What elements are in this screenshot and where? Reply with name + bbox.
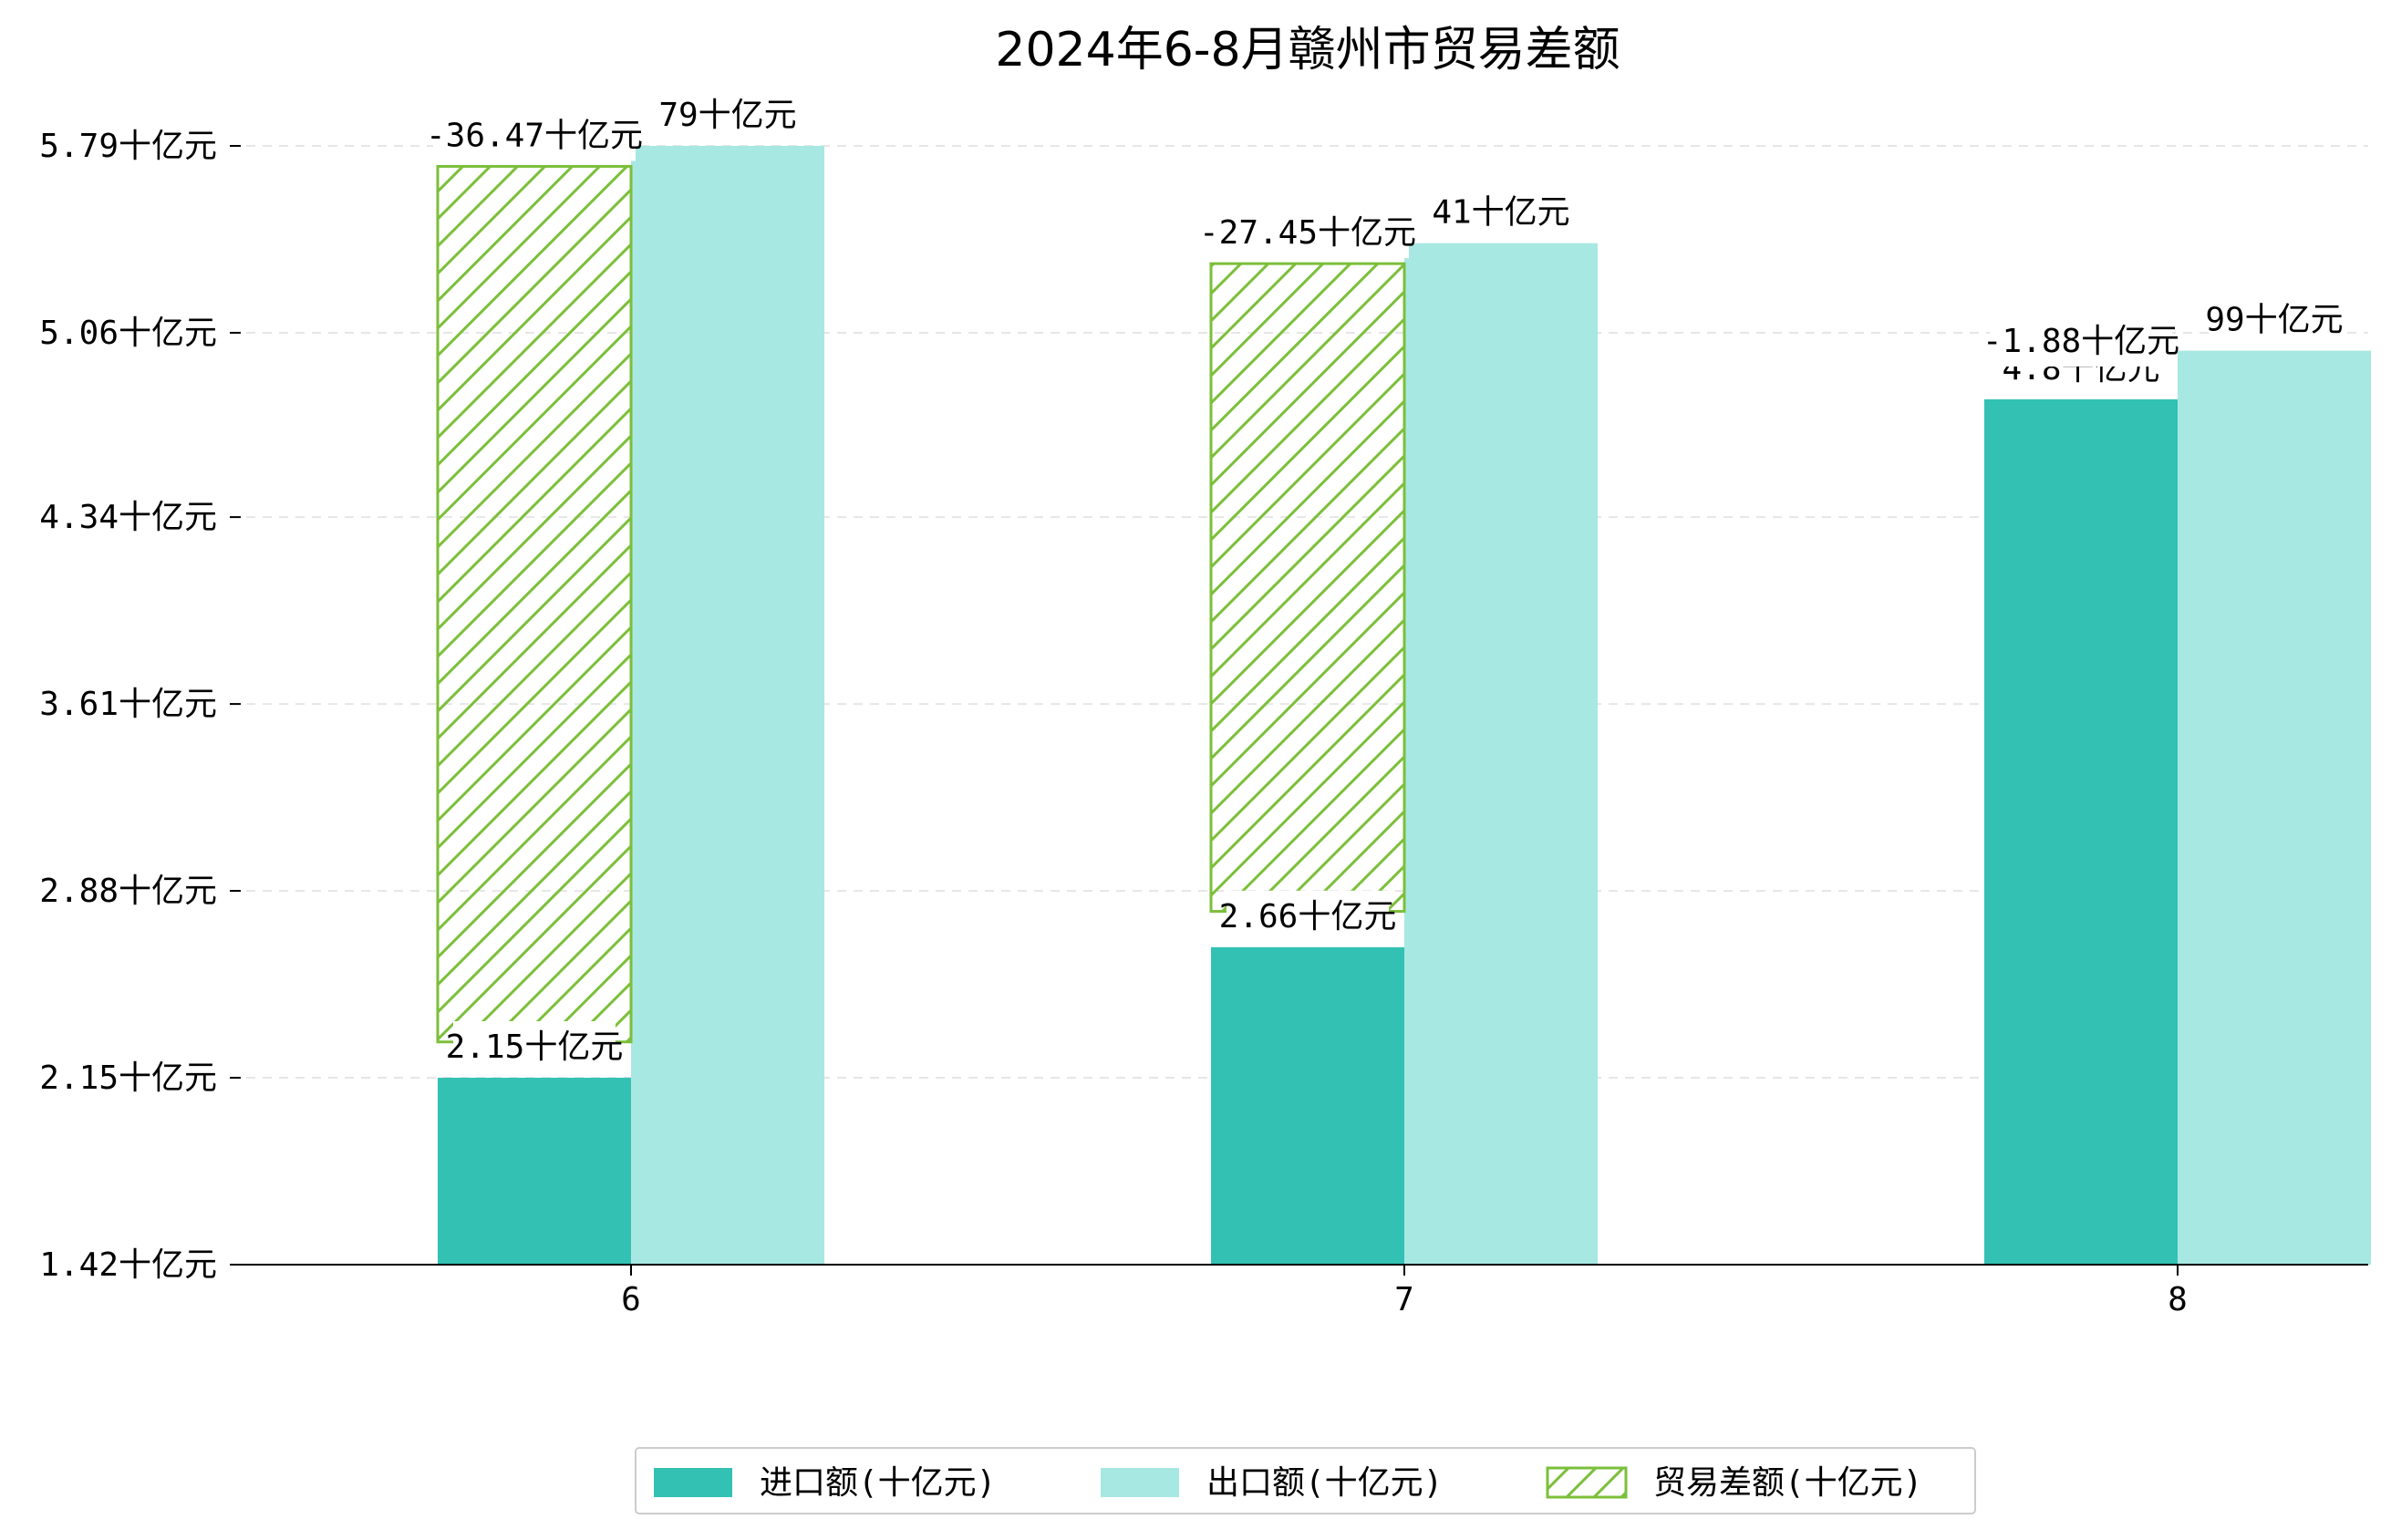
y-tick-label: 1.42十亿元 xyxy=(39,1246,217,1284)
import-label-group: 2.15十亿元 xyxy=(446,1021,624,1073)
legend: 进口额(十亿元) 出口额(十亿元) 贸易差额(十亿元) xyxy=(635,1447,1976,1514)
balance-label-bg xyxy=(433,109,636,161)
y-tick-label: 5.79十亿元 xyxy=(39,128,217,165)
data-labels: 2.15十亿元 -36.47十亿元 79十亿元 2.66十亿元 -27.45十亿元 41十… xyxy=(426,89,2344,1073)
y-tick-label: 2.88十亿元 xyxy=(39,873,217,910)
y-tick-label: 3.61十亿元 xyxy=(39,686,217,723)
legend-swatch-balance xyxy=(1546,1466,1628,1499)
import-label-bg xyxy=(453,1021,616,1073)
import-bar xyxy=(438,1078,631,1265)
export-label-bg xyxy=(1440,186,1562,238)
y-tick-label: 2.15十亿元 xyxy=(39,1059,217,1097)
balance-label-group: -36.47十亿元 xyxy=(426,109,643,161)
export-bar xyxy=(631,146,824,1265)
legend-swatch-export xyxy=(1101,1468,1179,1497)
import-label: 2.66十亿元 xyxy=(1219,898,1397,935)
export-label-bg xyxy=(667,89,789,140)
balance-bar xyxy=(436,164,633,1044)
axes: 5.79十亿元 5.06十亿元 4.34十亿元 3.61十亿元 2.88十亿元 2.15十… xyxy=(39,128,2368,1318)
legend-label-export: 出口额(十亿元) xyxy=(1206,1464,1443,1502)
x-tick-label: 6 xyxy=(621,1281,641,1318)
legend-label-balance: 贸易差额(十亿元) xyxy=(1653,1464,1922,1502)
balance-label: -36.47十亿元 xyxy=(426,117,643,154)
x-tick-label: 7 xyxy=(1394,1281,1414,1318)
y-tick-label: 4.34十亿元 xyxy=(39,499,217,536)
balance-label-group: -27.45十亿元 xyxy=(1199,207,1416,259)
bars xyxy=(436,146,2371,1266)
balance-label-group: -1.88十亿元 xyxy=(1982,315,2179,367)
export-label: 99十亿元 xyxy=(2205,302,2343,339)
balance-label: -1.88十亿元 xyxy=(1982,323,2179,360)
y-tick-label: 5.06十亿元 xyxy=(39,315,217,352)
import-bar xyxy=(1984,398,2178,1266)
export-label-group: 99十亿元 xyxy=(2205,294,2344,346)
chart-title: 2024年6-8月赣州市贸易差额 xyxy=(995,23,1620,78)
balance-label-bg xyxy=(1990,315,2172,367)
export-label: 79十亿元 xyxy=(658,97,796,134)
x-tick-label: 8 xyxy=(2168,1281,2188,1318)
export-label-group: 79十亿元 xyxy=(658,89,797,140)
import-label-bg xyxy=(1227,890,1389,942)
legend-swatch-import xyxy=(654,1468,732,1497)
import-label: 2.15十亿元 xyxy=(446,1028,624,1066)
export-bar xyxy=(1404,243,1598,1265)
export-bar xyxy=(2178,350,2371,1265)
export-label-bg xyxy=(2213,294,2335,346)
import-label-group: 2.66十亿元 xyxy=(1219,890,1397,942)
balance-label: -27.45十亿元 xyxy=(1199,214,1416,252)
export-label: 41十亿元 xyxy=(1432,194,1569,232)
balance-label-bg xyxy=(1206,207,1409,259)
import-bar xyxy=(1211,946,1404,1265)
legend-label-import: 进口额(十亿元) xyxy=(760,1464,996,1502)
balance-bar xyxy=(1209,262,1406,914)
export-label-group: 41十亿元 xyxy=(1432,186,1570,238)
legend-frame xyxy=(635,1447,1976,1514)
